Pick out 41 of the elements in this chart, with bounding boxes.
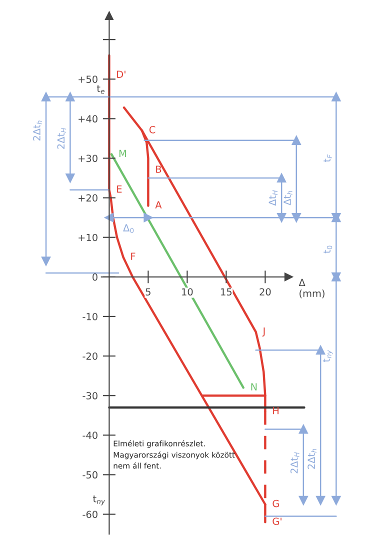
data-label: C [149, 126, 156, 134]
annotation: t$_{0}$ [324, 246, 332, 254]
data-label: B [156, 166, 162, 173]
y-tick-label: 0 [92, 273, 98, 281]
annotation: Δ$_{0}$ [123, 224, 134, 234]
y-tick-label: -30 [82, 392, 98, 400]
data-label: A [155, 201, 162, 208]
annotation: t$_{F}$ [324, 154, 332, 162]
data-label: G [272, 500, 279, 508]
y-tick-label: -40 [82, 432, 98, 439]
x-tick-label: 10 [182, 288, 193, 296]
data-label: D' [117, 70, 126, 78]
annotation: Δt$_{h}$ [284, 190, 292, 206]
data-label: M [119, 150, 126, 157]
data-label: F [131, 252, 136, 260]
annotation: Δt$_{H}$ [268, 190, 278, 206]
y-tick-label: +10 [78, 234, 98, 242]
data-label: N [251, 383, 257, 390]
y-tick-label: -10 [82, 312, 98, 320]
data-label: E [117, 185, 122, 193]
y-tick-label: +50 [78, 76, 98, 83]
x-axis-title: Δ (mm) [298, 278, 324, 298]
annotation: 2Δt$_{H}$ [57, 128, 66, 149]
y-tick-label: -50 [82, 471, 98, 479]
y-tick-label: +30 [78, 154, 98, 162]
x-tick-label: 5 [146, 288, 150, 296]
annotation: 2Δt$_{H}$ [290, 452, 300, 474]
y-tick-label: -20 [82, 352, 98, 360]
data-label: G' [272, 518, 282, 525]
y-tick-label: +20 [78, 194, 98, 202]
annotation: 2Δt$_{h}$ [33, 120, 42, 141]
y-tick-label: -60 [82, 510, 98, 518]
annotation: t$_{ny}$ [93, 495, 106, 506]
y-tick-label: +40 [78, 115, 98, 123]
x-tick-label: 15 [221, 288, 232, 296]
annotation: t$_{e}$ [96, 85, 104, 94]
x-tick-label: 20 [260, 288, 271, 296]
data-label: J [262, 327, 265, 337]
data-label: H [273, 407, 278, 414]
annotation: t$_{ny}$ [322, 350, 333, 362]
annotation: 2Δt$_{h}$ [308, 448, 316, 469]
